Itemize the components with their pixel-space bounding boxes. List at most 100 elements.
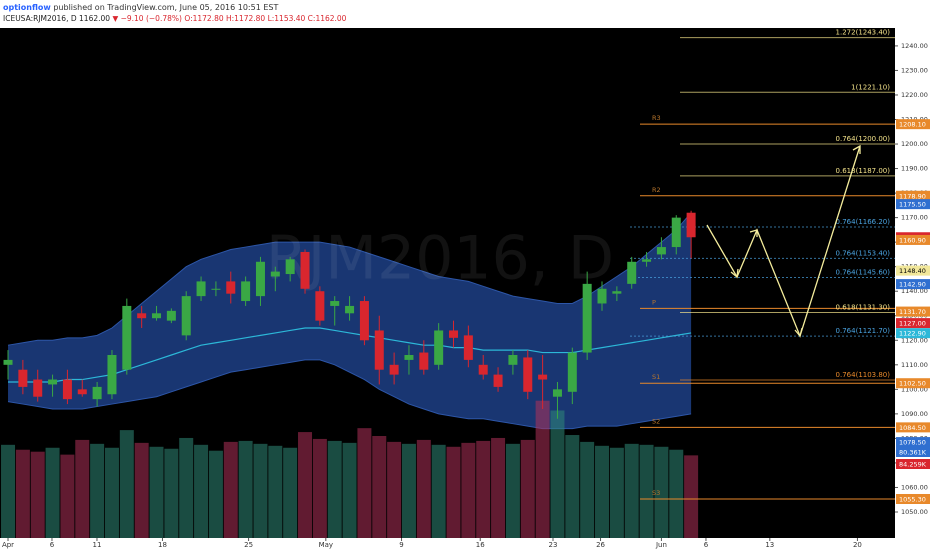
candle-body [62,379,72,400]
volume-bar [624,443,639,538]
volume-bar [268,445,283,538]
volume-bar [149,446,164,538]
volume-bar [45,447,60,538]
price-tag [896,190,930,201]
arrow-head [794,327,803,338]
volume-bar [595,445,610,538]
candle-body [508,354,518,365]
watermark: RJM2016, D [266,224,614,294]
volume-bar [208,450,223,538]
volume-bar [684,455,699,538]
volume-bar [461,442,476,538]
y-tick-label: 1140.00 [901,287,928,295]
band-edge [7,359,692,430]
y-tick-label: 1110.00 [901,361,928,369]
volume-bar [401,443,416,538]
fib-label: 1(1221.10) [851,83,890,91]
fib-label: 0.764(1121.70) [836,327,891,335]
volume-bar [60,454,75,538]
candle-body [315,291,325,321]
band-edge [7,212,692,346]
ohlc: O:1172.80 H:1172.80 L:1153.40 C:1162.00 [184,14,346,23]
candle-body [270,271,280,277]
y-tick-label: 1240.00 [901,42,928,50]
price-tag-label: 1142.90 [899,281,926,289]
fib-label: 0.618(1131.30) [836,304,891,312]
x-tick-label: 18 [158,541,167,549]
price-tag-label: 1122.90 [899,330,926,338]
candle-body [359,301,369,341]
y-tick-label: 1190.00 [901,165,928,173]
volume-bar [238,440,253,538]
candle-body [493,374,503,387]
price-tag [896,378,930,389]
candle-body [48,379,58,385]
y-tick-label: 1100.00 [901,385,928,393]
price-tag [896,199,930,210]
volume-bar [535,400,550,538]
fib-label: 0.764(1103.80) [836,371,891,379]
x-tick-label: 20 [853,541,862,549]
volume-tag-label: 84.259K [899,461,927,469]
candle-body [374,330,384,370]
pivot-label: S2 [652,417,660,425]
volume-bar [505,443,520,538]
volume-bar [431,444,446,538]
volume-bar [327,440,342,538]
price-tag-label: 1127.00 [899,320,926,328]
price-tag-label: 1084.50 [899,424,926,432]
candle-body [404,354,414,360]
volume-tag [896,447,930,457]
volume-bar [476,440,491,538]
candle-body [166,310,176,321]
volume-bar [119,430,134,538]
candle-body [686,212,696,238]
x-tick-label: 13 [765,541,774,549]
volume-bar [223,441,238,538]
candle-body [671,217,681,248]
price-tag [896,279,930,290]
candle-body [196,281,206,297]
publisher[interactable]: optionflow [3,3,51,12]
candle-body [33,379,43,397]
candle-body [152,313,162,319]
candle-body [255,261,265,297]
volume-bar [669,449,684,538]
arrow-head [749,229,758,237]
fib-label: 0.764(1145.60) [836,268,891,276]
candle-body [419,352,429,370]
candle-body [582,283,592,353]
price-tag-label: 1102.50 [899,380,926,388]
candle-body [389,364,399,375]
volume-bar [357,428,372,538]
candle-body [434,330,444,365]
volume-bar [164,448,179,538]
x-tick-label: 6 [704,541,709,549]
y-tick-label: 1120.00 [901,336,928,344]
header-bg [0,0,932,28]
price-tag-label: 1160.90 [899,236,926,244]
price-tag [896,306,930,317]
y-tick-label: 1170.00 [901,214,928,222]
candle-body [612,291,622,294]
fib-label: 0.618(1187.00) [836,167,891,175]
price-tag-label: 1178.90 [899,192,926,200]
volume-bar [15,449,30,538]
price-tag-label: 1055.30 [899,495,926,503]
price-tag [896,437,930,448]
x-tick-label: 23 [549,541,558,549]
published: published on TradingView.com, June 05, 2… [53,3,278,12]
price-tag [896,328,930,339]
fib-label: 0.764(1153.40) [836,249,891,257]
price-tag [896,493,930,504]
candle-body [122,305,132,370]
price-tag-label: 1175.50 [899,201,926,209]
x-tick-label: 16 [476,541,485,549]
fib-label: 1.272(1243.40) [836,29,891,37]
pivot-label: P [652,298,656,306]
volume-bar [104,447,119,538]
symbol-line: ICEUSA:RJM2016, D 1162.00 ▼ −9.10 (−0.78… [3,14,347,23]
fib-label: 0.764(1200.00) [836,135,891,143]
x-tick-label: 25 [244,541,253,549]
candle-body [449,330,459,338]
